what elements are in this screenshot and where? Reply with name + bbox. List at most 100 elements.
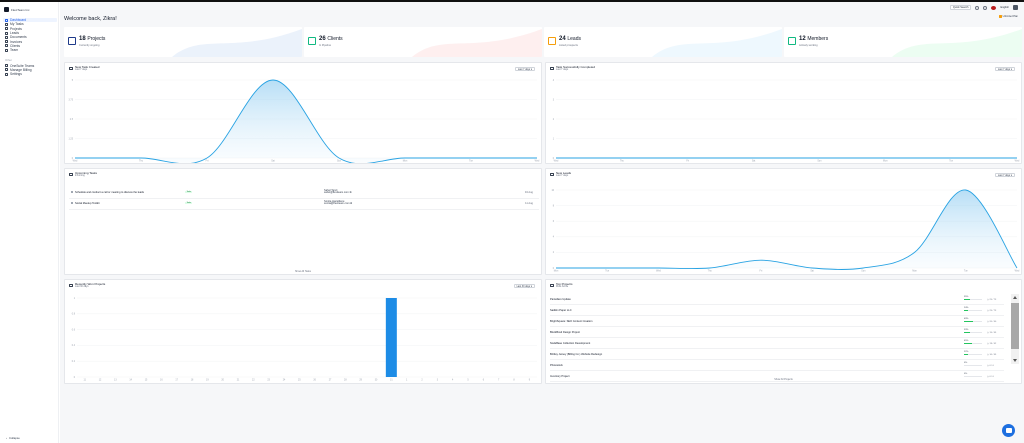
progress-bar [964,310,982,311]
collapse-button[interactable]: ‹ Collapse [6,436,20,440]
project-hours: ◷ 20 / 40 [987,320,997,323]
y-tick-label: 0.8 [72,314,76,316]
project-progress-label: 49% [964,317,969,320]
stat-card-projects[interactable]: 18 Projects Currently ongoing [64,27,302,57]
range-dropdown[interactable]: Last 7 days ▾ [994,67,1015,71]
card-title: Top Projects [556,282,573,286]
progress-fill [964,321,973,322]
stat-card-leads[interactable]: 24 Leads Listed prospects [544,27,782,57]
project-hours: ◷ 25 / 73 [987,298,997,301]
folder-icon [5,27,8,31]
main-content: Welcome back, Zikra! Quick Search Englis… [60,2,1024,443]
stat-card-clients[interactable]: 26 Clients In Pipeline [304,27,542,57]
card-header: New Leads Last 7 days [550,171,572,178]
range-dropdown[interactable]: Last 30 days ▾ [513,284,535,288]
calendar-icon [550,283,554,288]
x-tick-label: Sun [861,271,866,273]
progress-fill [964,310,969,311]
card-title: Upcoming Tasks [75,171,97,175]
scroll-down-icon[interactable] [1012,359,1017,362]
scroll-up-icon[interactable] [1012,296,1017,299]
list-item[interactable]: Pantellaro Update 35% ◷ 25 / 73 [550,294,1004,305]
list-item[interactable]: NodeBase Collection Development 45% ◷ 19 /… [550,338,1004,349]
sidebar-item-clients[interactable]: Clients [3,44,57,48]
progress-bar [964,321,982,322]
chat-button[interactable] [1002,424,1015,437]
calendar-icon [550,172,554,177]
stat-card-members[interactable]: 12 Members Actively working [784,27,1022,57]
list-item[interactable]: Sadikin Paper LLC 24% ◷ 25 / 73 [550,305,1004,316]
list-item[interactable]: BlockBoxd Design Project 33% ◷ 15 / 45 [550,327,1004,338]
stat-value: 24 Leads [559,36,581,42]
y-tick-label: 2.5 [70,119,74,121]
show-all-projects-link[interactable]: Show All Projects [774,378,793,381]
stat-sub: Currently ongoing [79,44,100,47]
card-title: New Leads [556,171,572,175]
help-icon[interactable] [975,5,980,10]
decor-wave [892,29,1022,57]
list-item[interactable]: Brittley Jersey (Billing Co.) Website Re… [550,349,1004,360]
sidebar-item-label: Settings [10,72,22,77]
bell-icon[interactable] [983,5,988,10]
sidebar-item-invoices[interactable]: Invoices [3,39,57,44]
x-tick-label: 19 [206,380,209,382]
sidebar-item-team[interactable]: Team [3,48,57,52]
progress-bar [964,365,982,366]
clients-icon [5,44,8,48]
progress-bar [964,299,982,300]
sidebar-item-label: Team [10,48,19,53]
sidebar-item-dashboard[interactable]: Dashboard [3,18,57,23]
sidebar-item-documents[interactable]: Documents [3,35,57,39]
task-checkbox[interactable] [71,202,74,205]
x-tick-label: 9 [529,380,531,382]
project-name: Brittley Jersey (Billing Co.) Website Re… [550,352,603,356]
x-tick-label: Tue [605,271,610,273]
brand[interactable]: FlexiTeam Inc [4,7,30,12]
sidebar-item-manage-billing[interactable]: Manage Billing [3,68,57,72]
sidebar-item-leads[interactable]: Leads [3,31,57,35]
x-tick-label: 12 [99,380,102,382]
brand-logo-icon [4,7,9,12]
billing-icon [5,68,8,72]
range-dropdown[interactable]: Last 7 days ▾ [514,67,535,71]
list-item[interactable]: Social Meetup Toolkit Todo Sonita Hazeld… [69,199,539,210]
due-date: 11 Aug [525,202,533,205]
sidebar-item-settings[interactable]: Settings [3,72,57,76]
progress-fill [964,343,973,344]
list-item[interactable]: Photostock 0% ◷ 0 / 0 [550,360,1004,371]
status-badge: Todo [185,201,193,204]
flag-icon[interactable] [991,5,997,10]
sidebar-item-label: Documents [10,35,27,40]
project-name: NodeBase Collection Development [550,341,591,345]
task-checkbox[interactable] [71,191,74,194]
project-progress-label: 0% [964,361,968,364]
x-tick-label: 5 [467,380,469,382]
quick-search-button[interactable]: Quick Search [949,5,972,10]
x-tick-label: 14 [129,380,132,382]
x-tick-label: 1 [406,380,408,382]
language-selector[interactable]: English [1000,6,1009,9]
stat-value: 26 Clients [319,36,343,42]
y-tick-label: 1 [553,138,555,140]
x-tick-label: 2 [421,380,423,382]
sidebar-item-projects[interactable]: Projects [3,27,57,31]
y-tick-label: 0 [74,377,76,379]
project-name: Sadikin Paper LLC [550,308,572,312]
x-tick-label: 18 [191,380,194,382]
assignee: Sonita Hazeldene sonita@flexiteam.com ⧉ [324,199,353,206]
sidebar-item-my-tasks[interactable]: My Tasks [3,22,57,26]
list-item[interactable]: Inventory Project 0% ◷ 0 / 0 [550,371,1004,382]
sidebar-item-label: Leads [10,31,19,36]
avatar[interactable] [1013,5,1018,10]
scrollbar[interactable] [1011,294,1019,364]
show-all-tasks-link[interactable]: Show All Tasks [295,270,311,273]
list-item[interactable]: Schedule and conduct a call or meeting t… [69,188,539,199]
quick-search-label: Quick Search [952,6,969,9]
x-tick-label: 7 [498,380,500,382]
range-dropdown[interactable]: Last 7 days ▾ [994,173,1015,177]
sidebar-item-onesuite-teams[interactable]: OneSuite Teams [3,63,57,68]
scrollbar-thumb[interactable] [1011,303,1019,349]
list-item[interactable]: BrightSquare: SEO Content Creation 49% ◷ 2… [550,316,1004,327]
progress-bar [964,376,982,377]
members-icon [788,37,796,45]
